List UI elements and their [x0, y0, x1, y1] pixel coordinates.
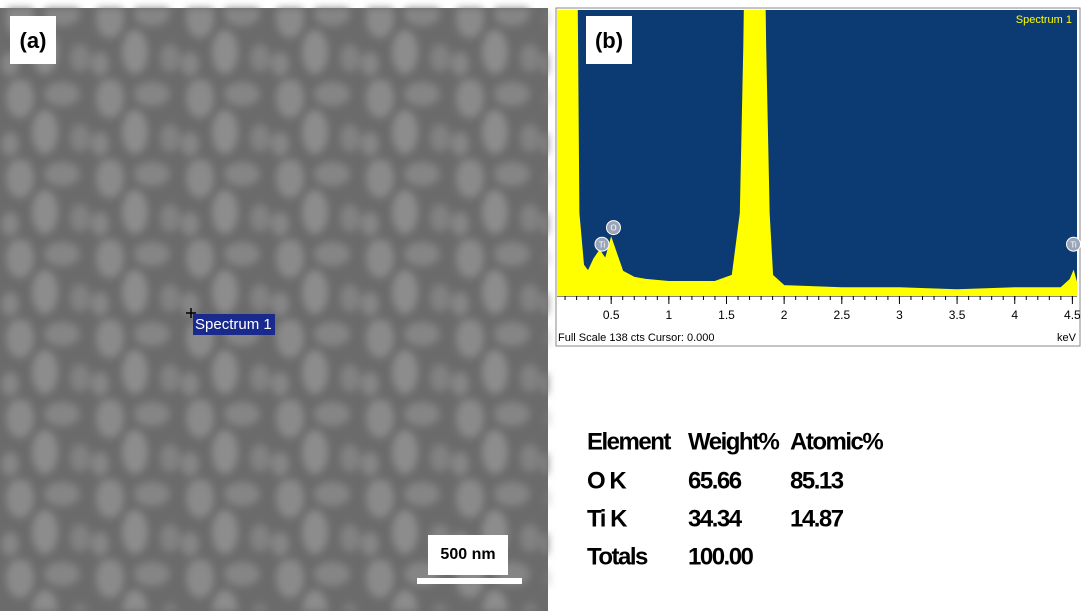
table-header: Element: [587, 428, 671, 455]
footer: Full Scale 138 cts Cursor: 0.000: [558, 332, 715, 344]
table-cell: Totals: [587, 543, 648, 570]
x-tick-label: 3.5: [949, 308, 966, 322]
x-tick-label: 4: [1011, 308, 1018, 322]
spectrum-title: Spectrum 1: [1016, 14, 1072, 26]
x-tick-label: 0.5: [603, 308, 620, 322]
figure: (a) Spectrum 1 500 nm (b) Spectrum 1 keV…: [0, 0, 1084, 611]
spectrum-annotation: Spectrum 1: [195, 316, 272, 333]
x-tick-label: 2: [781, 308, 788, 322]
table-cell: 14.87: [790, 505, 844, 532]
x-unit: keV: [1057, 332, 1077, 344]
table-cell: 85.13: [790, 467, 844, 494]
table-cell: Ti K: [587, 505, 628, 532]
x-tick-label: 3: [896, 308, 903, 322]
table-header: Atomic%: [790, 428, 883, 455]
peak-label: Ti: [1070, 240, 1077, 249]
table-header: Weight%: [688, 428, 780, 455]
x-tick-label: 1.5: [718, 308, 735, 322]
table-cell: 100.00: [688, 543, 754, 570]
peak-label: O: [610, 224, 616, 233]
x-tick-label: 1: [665, 308, 672, 322]
x-tick-label: 4.5: [1064, 308, 1081, 322]
composition-table: Element Weight% Atomic% O K 65.66 85.13 Ti K 34…: [587, 428, 883, 570]
table-cell: 65.66: [688, 467, 742, 494]
table-cell: O K: [587, 467, 627, 494]
eds-spectrum: (b) Spectrum 1 keV Full Scale 138 cts Cu…: [556, 0, 1081, 346]
scale-bar-label: 500 nm: [440, 546, 495, 563]
table-cell: 34.34: [688, 505, 743, 532]
panel-label: (a): [20, 28, 47, 53]
peak-label: Ti: [599, 240, 606, 249]
panel-label: (b): [595, 28, 623, 53]
scale-bar: [417, 578, 522, 584]
x-tick-label: 2.5: [833, 308, 850, 322]
sem-image: (a) Spectrum 1 500 nm: [0, 8, 548, 611]
